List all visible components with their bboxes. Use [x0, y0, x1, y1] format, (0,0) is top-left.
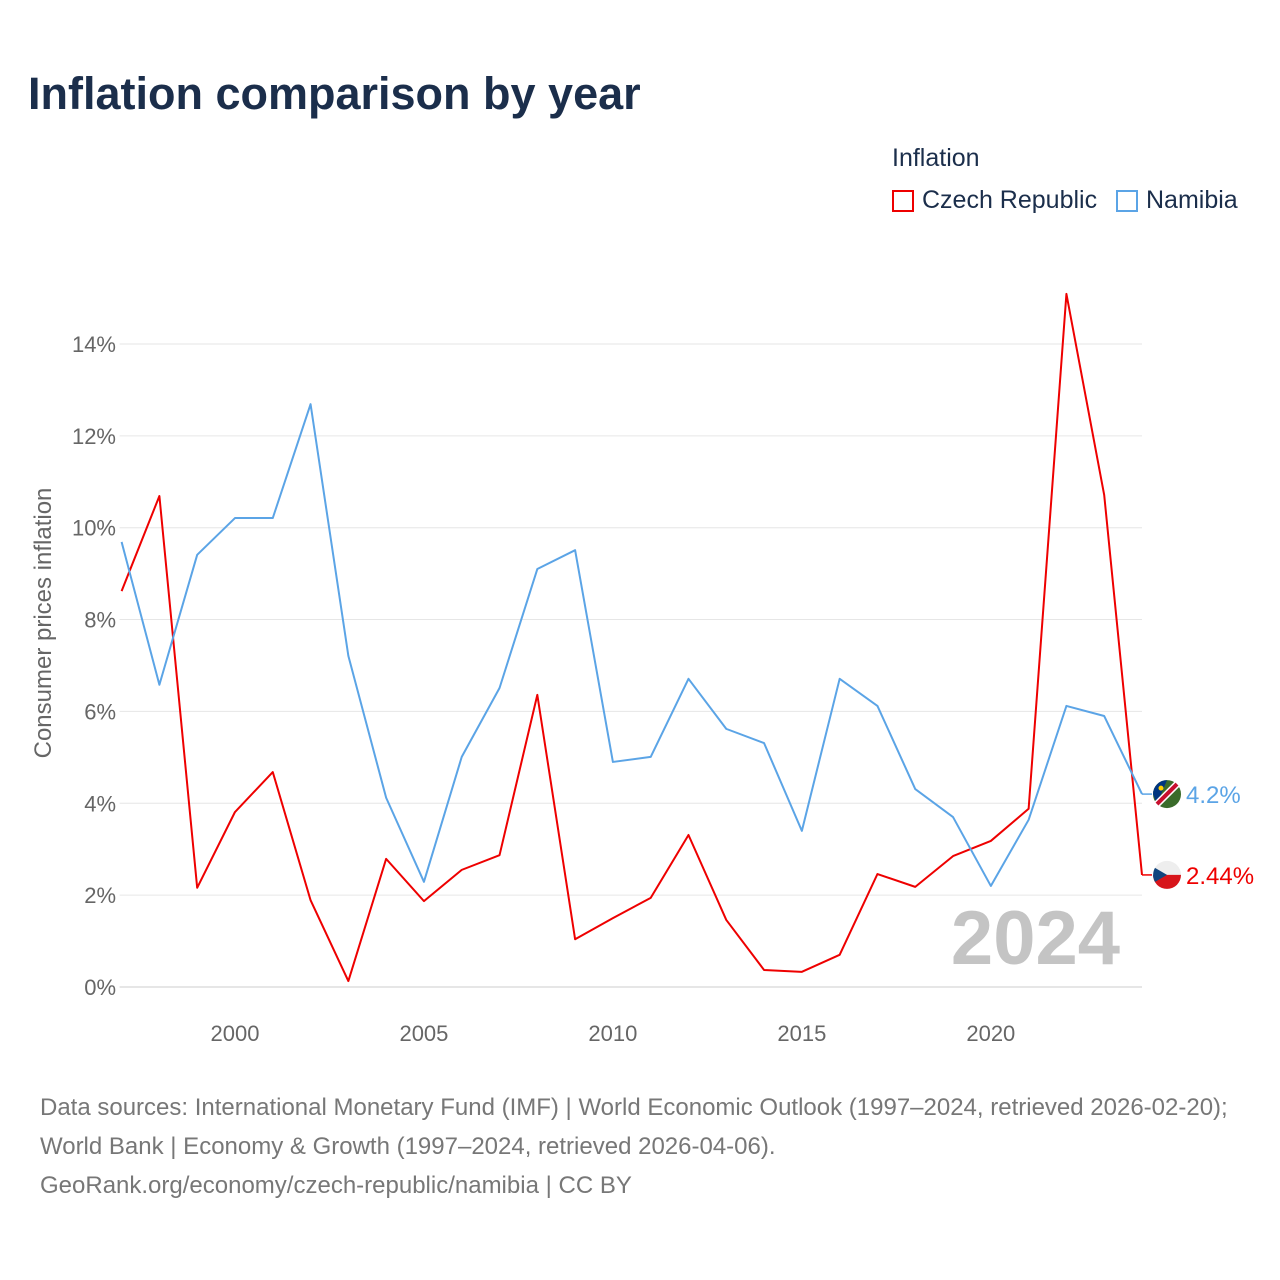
flag-part [1158, 785, 1164, 791]
y-tick-label: 4% [84, 791, 116, 816]
x-tick-label: 2000 [211, 1021, 260, 1046]
flag-part [1153, 780, 1167, 805]
chart-title: Inflation comparison by year [28, 68, 641, 119]
legend-swatch [892, 189, 914, 212]
y-tick-label: 10% [72, 516, 116, 541]
y-axis-label: Consumer prices inflation [30, 488, 57, 759]
legend-item-namibia[interactable]: Namibia [1116, 186, 1238, 215]
source-link[interactable]: GeoRank.org/economy/czech-republic/namib… [40, 1172, 632, 1199]
x-tick-label: 2020 [966, 1021, 1015, 1046]
legend-title: Inflation [892, 144, 980, 172]
source-note: Data sources: International Monetary Fun… [40, 1088, 1250, 1205]
y-tick-label: 6% [84, 699, 116, 724]
x-tick-label: 2005 [399, 1021, 448, 1046]
flag-part [1153, 867, 1167, 882]
legend-item-czech-republic[interactable]: Czech Republic [892, 186, 1097, 215]
x-tick-label: 2015 [777, 1021, 826, 1046]
year-watermark: 2024 [951, 896, 1120, 981]
y-tick-label: 2% [84, 883, 116, 908]
end-value-label: 4.2% [1186, 782, 1241, 809]
series-line-czech-republic [120, 292, 1143, 983]
source-text: Data sources: International Monetary Fun… [40, 1094, 1228, 1160]
series-line-namibia [120, 403, 1143, 887]
x-tick-label: 2010 [588, 1021, 637, 1046]
flag-part [1155, 782, 1179, 806]
y-tick-label: 8% [84, 608, 116, 633]
legend-swatch [1116, 189, 1138, 212]
y-tick-label: 0% [84, 975, 116, 1000]
legend-label: Czech Republic [922, 186, 1098, 214]
y-tick-label: 14% [72, 332, 116, 357]
y-tick-label: 12% [72, 424, 116, 449]
end-value-label: 2.44% [1186, 863, 1254, 890]
legend-label: Namibia [1146, 186, 1238, 214]
